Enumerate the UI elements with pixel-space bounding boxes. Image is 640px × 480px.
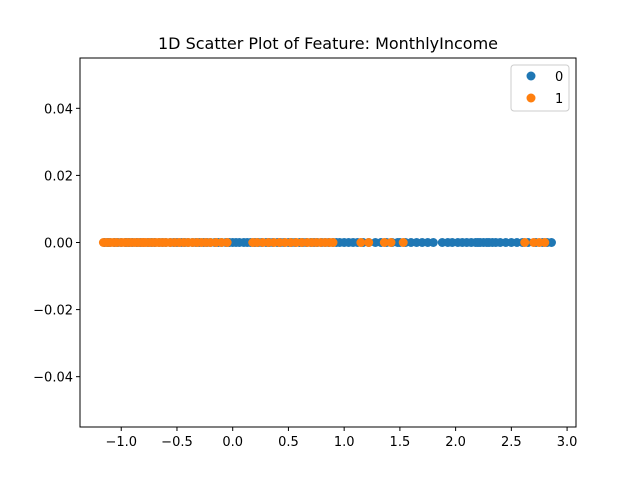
series-0-point [428, 238, 438, 247]
series-1-point [379, 238, 389, 247]
points-layer [98, 238, 556, 247]
legend-box [510, 64, 570, 112]
series-1-point [328, 238, 338, 247]
series-1-point [386, 238, 396, 247]
x-tick-label: −0.5 [161, 435, 193, 450]
y-tick-label: −0.04 [33, 371, 73, 386]
y-tick-label: −0.02 [33, 304, 73, 319]
series-1-point [540, 238, 550, 247]
series-1-point [398, 238, 408, 247]
series-0-point [546, 238, 556, 247]
x-tick-label: 0.5 [278, 435, 299, 450]
x-tick-label: −1.0 [105, 435, 137, 450]
x-tick-label: 2.5 [501, 435, 522, 450]
series-1-point [222, 238, 232, 247]
y-tick-label: 0.00 [44, 237, 73, 252]
x-tick-label: 1.0 [334, 435, 355, 450]
y-tick-label: 0.04 [44, 102, 73, 117]
x-tick-label: 3.0 [557, 435, 578, 450]
x-tick-label: 1.5 [390, 435, 411, 450]
series-1-point [520, 238, 530, 247]
y-axis: −0.04 −0.02 0.00 0.02 0.04 [33, 102, 80, 386]
legend-marker-1 [526, 93, 536, 103]
x-axis: −1.0 −0.5 0.0 0.5 1.0 1.5 2.0 2.5 3.0 [105, 427, 577, 450]
chart-title: 1D Scatter Plot of Feature: MonthlyIncom… [158, 34, 498, 53]
legend-marker-0 [526, 71, 536, 81]
legend: 0 1 [510, 64, 570, 112]
series-1-point [356, 238, 366, 247]
x-tick-label: 2.0 [445, 435, 466, 450]
legend-label-0: 0 [555, 70, 563, 85]
y-tick-label: 0.02 [44, 169, 73, 184]
series-1-point [364, 238, 374, 247]
x-tick-label: 0.0 [222, 435, 243, 450]
legend-label-1: 1 [555, 92, 563, 107]
